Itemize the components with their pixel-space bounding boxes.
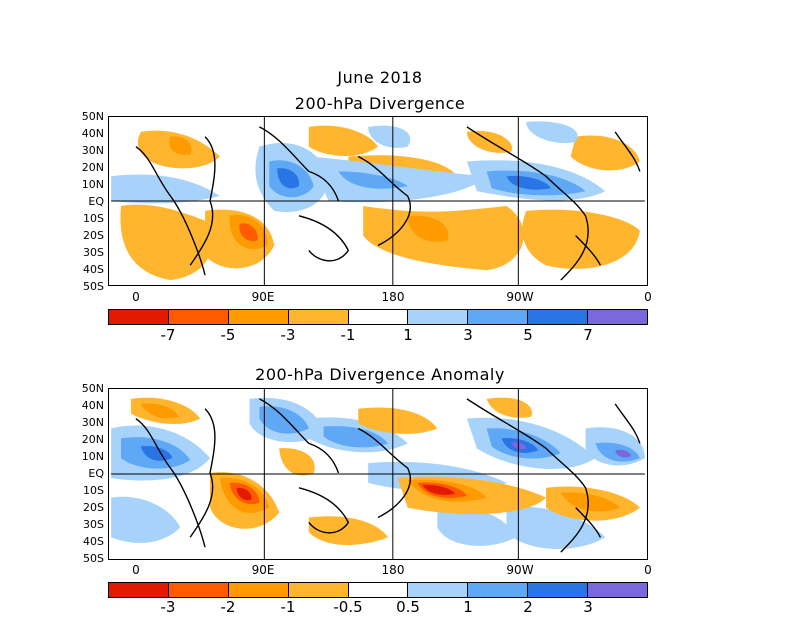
colorbar-label: 3	[463, 326, 473, 344]
anomaly-colorbar	[108, 582, 648, 598]
colorbar-label: 1	[463, 598, 473, 616]
colorbar-swatch	[348, 583, 409, 597]
lat-label: 20S	[83, 501, 104, 514]
colorbar-label: 1	[403, 326, 413, 344]
colorbar-swatch	[468, 583, 529, 597]
lat-label: 40S	[83, 263, 104, 276]
colorbar-swatch	[109, 310, 169, 324]
lat-label: 10N	[81, 450, 104, 463]
colorbar-swatch	[408, 310, 469, 324]
lon-label: 0	[132, 563, 140, 577]
colorbar-label: -1	[340, 326, 356, 344]
lon-label: 180	[381, 563, 405, 577]
divergence-colorbar	[108, 309, 648, 325]
colorbar-label: -3	[280, 326, 296, 344]
colorbar-swatch	[528, 310, 589, 324]
divergence-anomaly-map	[108, 388, 648, 560]
lon-label: 90E	[251, 290, 275, 304]
lat-label: EQ	[88, 467, 104, 480]
colorbar-label: -5	[220, 326, 236, 344]
lat-label: 10S	[83, 212, 104, 225]
colorbar-swatch	[228, 310, 289, 324]
lat-label: 40S	[83, 535, 104, 548]
month-title: June 2018	[337, 68, 423, 87]
colorbar-label: -7	[160, 326, 176, 344]
colorbar-swatch	[109, 583, 169, 597]
lat-label: 20N	[81, 161, 104, 174]
colorbar-swatch	[228, 583, 289, 597]
colorbar-swatch	[588, 310, 648, 324]
colorbar-swatch	[288, 310, 349, 324]
top-panel-title: 200-hPa Divergence	[294, 94, 466, 113]
colorbar-swatch	[588, 583, 648, 597]
lat-label: 20S	[83, 229, 104, 242]
colorbar-swatch	[348, 310, 409, 324]
colorbar-swatch	[168, 583, 229, 597]
lat-label: 50S	[83, 552, 104, 565]
bottom-panel-title: 200-hPa Divergence Anomaly	[255, 365, 505, 384]
lat-label: 10S	[83, 484, 104, 497]
colorbar-label: 5	[523, 326, 533, 344]
lon-label: 0	[644, 563, 652, 577]
colorbar-label: -3	[160, 598, 176, 616]
lat-label: 30S	[83, 518, 104, 531]
lat-label: 10N	[81, 178, 104, 191]
lat-label: EQ	[88, 195, 104, 208]
lat-label: 50N	[81, 110, 104, 123]
lat-label: 20N	[81, 433, 104, 446]
colorbar-label: 2	[523, 598, 533, 616]
lon-label: 0	[644, 290, 652, 304]
lat-label: 30S	[83, 246, 104, 259]
lon-label: 180	[381, 290, 405, 304]
colorbar-swatch	[288, 583, 349, 597]
colorbar-label: -1	[280, 598, 296, 616]
lon-label: 0	[132, 290, 140, 304]
lon-label: 90W	[506, 563, 534, 577]
divergence-map	[108, 116, 648, 286]
lat-label: 50N	[81, 382, 104, 395]
lat-label: 40N	[81, 399, 104, 412]
colorbar-swatch	[408, 583, 469, 597]
lon-label: 90E	[251, 563, 275, 577]
colorbar-label: 0.5	[396, 598, 420, 616]
colorbar-label: 3	[583, 598, 593, 616]
lat-label: 50S	[83, 280, 104, 293]
colorbar-swatch	[528, 583, 589, 597]
colorbar-label: -0.5	[333, 598, 363, 616]
colorbar-swatch	[168, 310, 229, 324]
lat-label: 30N	[81, 416, 104, 429]
lat-label: 30N	[81, 144, 104, 157]
colorbar-label: -2	[220, 598, 236, 616]
lat-label: 40N	[81, 127, 104, 140]
colorbar-label: 7	[583, 326, 593, 344]
colorbar-swatch	[468, 310, 529, 324]
lon-label: 90W	[506, 290, 534, 304]
